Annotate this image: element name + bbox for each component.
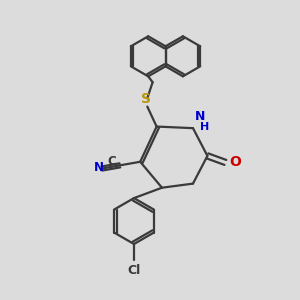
Text: H: H	[200, 122, 210, 132]
Text: Cl: Cl	[128, 264, 141, 277]
Text: N: N	[94, 161, 103, 174]
Text: C: C	[107, 155, 116, 168]
Text: N: N	[194, 110, 205, 123]
Text: O: O	[230, 155, 242, 170]
Text: S: S	[141, 92, 152, 106]
